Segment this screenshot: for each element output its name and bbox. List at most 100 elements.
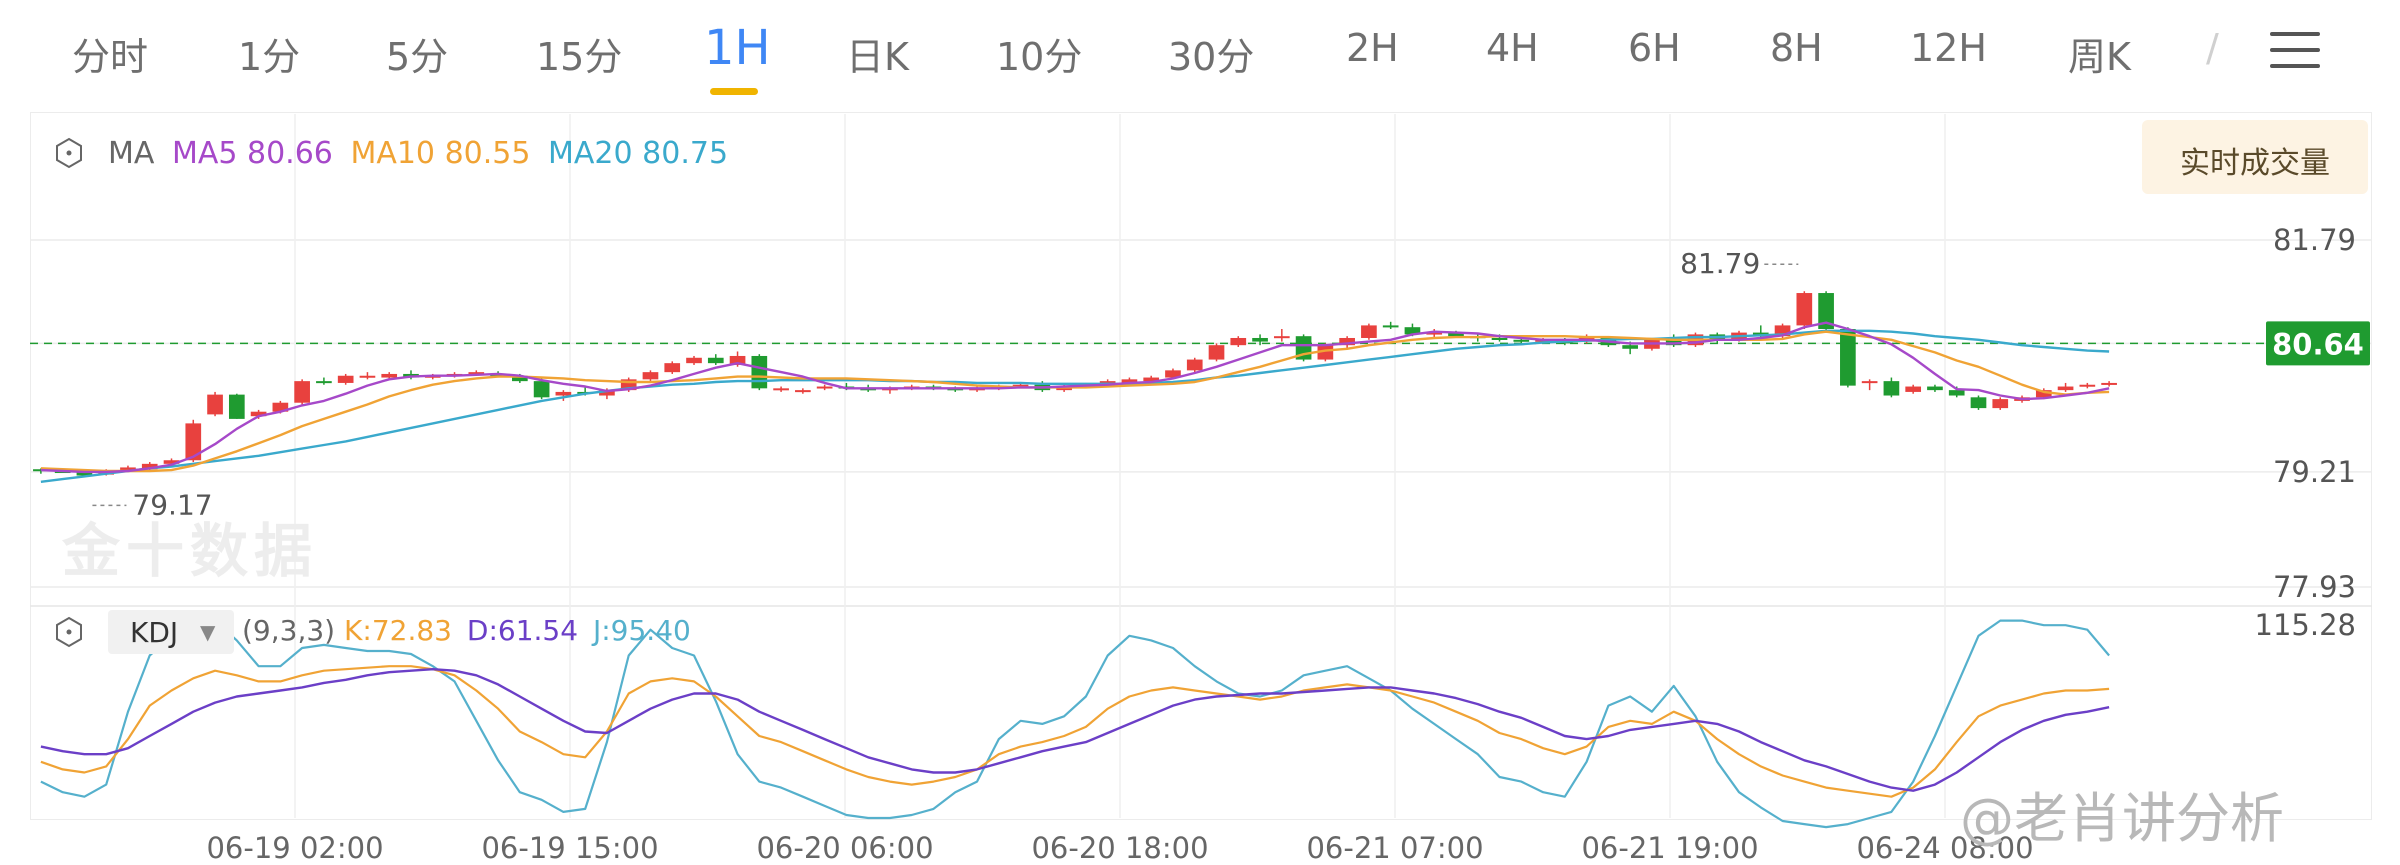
k-legend: K:72.83: [344, 614, 452, 647]
jin10-watermark: 金十数据: [62, 517, 319, 585]
weibo-source-watermark: @老肖讲分析: [1960, 787, 2284, 850]
tab-14[interactable]: 周K: [2068, 35, 2131, 79]
main-indicator-label: MA: [108, 136, 155, 171]
tab-7[interactable]: 10分: [996, 35, 1083, 79]
kdj-params: (9,3,3): [242, 614, 336, 647]
candle-body: [620, 379, 637, 391]
candle-body: [1361, 325, 1377, 338]
low-price-label: 79.17: [132, 488, 212, 521]
candle-body: [381, 373, 398, 378]
tab-13[interactable]: 12H: [1910, 26, 1987, 70]
candle-body: [1840, 328, 1856, 386]
candle-body: [316, 381, 332, 384]
candle-body: [1818, 293, 1834, 329]
candle-body: [1382, 325, 1399, 328]
tab-4[interactable]: 15分: [536, 35, 623, 79]
candle-body: [1273, 336, 1290, 339]
candle-body: [1317, 345, 1334, 360]
indicator-select[interactable]: KDJ ▼: [108, 610, 234, 654]
ma5-legend: MA5 80.66: [171, 136, 333, 171]
ma5-line: [40, 321, 2110, 474]
candle-body: [1143, 377, 1160, 382]
candle-body: [228, 394, 245, 419]
sub-settings-hexagon-icon[interactable]: [52, 615, 86, 649]
candle-body: [729, 355, 746, 365]
tab-12[interactable]: 8H: [1770, 26, 1823, 70]
x-tick-label: 06-20 06:00: [756, 831, 933, 865]
tab-8[interactable]: 30分: [1168, 35, 1255, 79]
high-price-label: 81.79: [1680, 247, 1760, 280]
active-tab-indicator: [710, 88, 758, 95]
ma10-line: [40, 330, 2110, 473]
candle-body: [1165, 370, 1181, 378]
candle-body: [664, 363, 681, 373]
tab-9[interactable]: 2H: [1346, 26, 1399, 70]
candle-body: [2035, 390, 2052, 398]
candle-body: [1339, 337, 1355, 346]
chart-panel: [30, 112, 2372, 820]
candle-body: [599, 390, 615, 396]
ma20-line: [40, 329, 2110, 483]
candle-body: [294, 381, 310, 403]
candle-body: [1861, 381, 1878, 384]
candle-body: [337, 375, 354, 383]
candle-body: [2057, 386, 2074, 391]
d-legend: D:61.54: [466, 614, 579, 647]
tab-3[interactable]: 5分: [386, 35, 449, 79]
candle-body: [686, 357, 702, 364]
candle-body: [1230, 337, 1247, 346]
y-tick-label: 81.79: [2273, 223, 2356, 257]
tab-6[interactable]: 日K: [846, 35, 909, 79]
candle-body: [707, 357, 724, 364]
menu-icon[interactable]: [2270, 28, 2326, 72]
candle-body: [1883, 381, 1900, 396]
x-tick-label: 06-21 19:00: [1581, 831, 1758, 865]
candle-body: [773, 388, 789, 391]
candle-body: [120, 467, 136, 472]
tab-overflow-fade: /: [2206, 26, 2219, 70]
realtime-volume-label: 实时成交量: [2180, 146, 2330, 181]
candle-body: [359, 375, 376, 378]
tab-2[interactable]: 1分: [238, 35, 301, 79]
candle-body: [1012, 384, 1029, 387]
candle-body: [141, 463, 158, 470]
k-line: [40, 665, 2110, 798]
tab-10[interactable]: 4H: [1486, 26, 1539, 70]
kdj-legend: (9,3,3) K:72.83 D:61.54 J:95.40: [242, 614, 691, 647]
candle-body: [76, 471, 93, 476]
candle-body: [533, 381, 550, 398]
tab-11[interactable]: 6H: [1628, 26, 1681, 70]
x-tick-label: 06-19 02:00: [206, 831, 383, 865]
candle-body: [163, 460, 180, 464]
candle-body: [2101, 382, 2117, 385]
candle-body: [1970, 397, 1987, 409]
current-price-label: 80.64: [2272, 327, 2364, 361]
y-tick-label: 77.93: [2273, 570, 2356, 604]
candle-body: [1948, 390, 1965, 396]
candle-body: [33, 469, 49, 472]
candle-body: [816, 386, 833, 389]
candle-body: [1796, 293, 1813, 326]
current-price-tag: [2266, 321, 2370, 366]
candle-body: [185, 423, 202, 461]
candle-body: [1491, 337, 1508, 340]
candle-body: [512, 375, 528, 382]
candle-body: [795, 390, 811, 393]
candle-body: [1404, 327, 1421, 335]
y-tick-label: 79.21: [2273, 455, 2356, 489]
sub-y-tick-label: 115.28: [2255, 608, 2356, 642]
realtime-volume-button[interactable]: 实时成交量: [2142, 120, 2368, 194]
settings-hexagon-icon[interactable]: [52, 136, 86, 170]
candle-body: [1252, 337, 1268, 342]
candle-body: [1992, 399, 2009, 409]
candle-body: [1121, 379, 1138, 383]
candle-body: [1448, 332, 1464, 337]
candle-body: [1186, 359, 1203, 371]
candle-body: [272, 402, 289, 412]
tab-5[interactable]: 1H: [704, 20, 771, 76]
tab-1[interactable]: 分时: [72, 35, 149, 79]
x-tick-label: 06-19 15:00: [481, 831, 658, 865]
candle-body: [207, 394, 223, 415]
x-tick-label: 06-24 08:00: [1856, 831, 2033, 865]
